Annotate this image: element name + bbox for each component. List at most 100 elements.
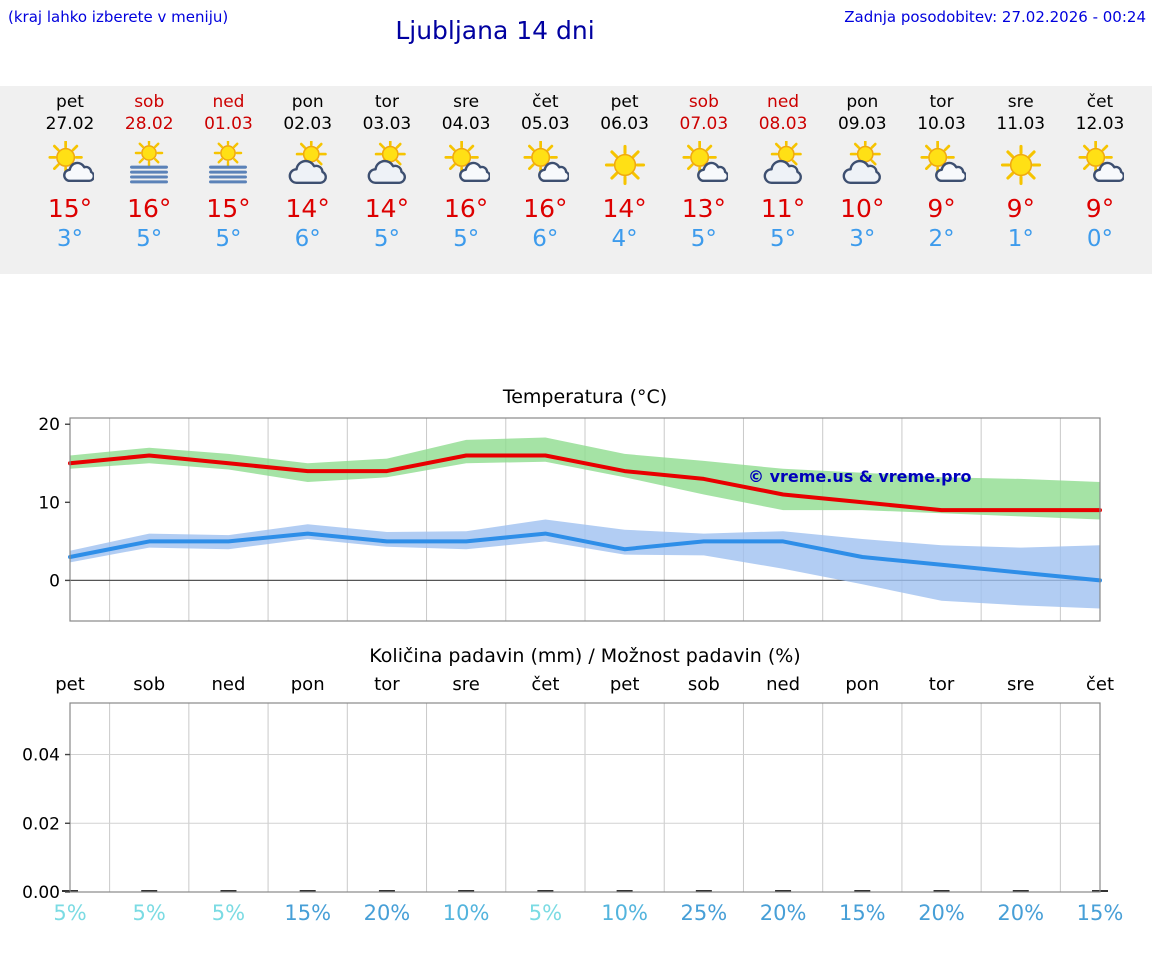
precip-day-label: pet xyxy=(609,674,640,695)
day-name: sre xyxy=(1007,92,1034,112)
precip-bar xyxy=(378,890,395,892)
high-temp: 16° xyxy=(127,194,172,223)
forecast-day: pon 02.03 14° 6° xyxy=(268,86,348,254)
forecast-day: pet 06.03 14° 4° xyxy=(585,86,665,254)
low-temp: 4° xyxy=(611,226,638,252)
day-date: 08.03 xyxy=(758,114,808,134)
day-name: ned xyxy=(767,92,800,112)
forecast-day: čet 12.03 9° 0° xyxy=(1060,86,1140,254)
precip-probability: 5% xyxy=(528,901,563,925)
sun-cloud-icon xyxy=(48,141,94,183)
precip-bar xyxy=(220,890,237,892)
high-temp: 15° xyxy=(206,194,251,223)
precip-probability: 20% xyxy=(997,901,1045,925)
precip-bar xyxy=(299,890,316,892)
high-temp: 9° xyxy=(1085,194,1115,223)
weather-icon-slot xyxy=(585,138,665,192)
precip-day-label: pon xyxy=(845,674,880,695)
cloud-sun-icon xyxy=(763,141,803,184)
sun-fog-icon xyxy=(209,141,248,184)
precip-bar xyxy=(616,890,633,892)
temperature-chart-title: Temperatura (°C) xyxy=(502,386,668,408)
weather-icon-slot xyxy=(426,138,506,192)
forecast-day: ned 01.03 15° 5° xyxy=(188,86,268,254)
precip-day-label: sob xyxy=(687,674,720,695)
temperature-chart: 0 10 20 © vreme.us & vreme.pro xyxy=(38,415,1102,622)
day-date: 27.02 xyxy=(45,114,95,134)
sun-cloud-icon xyxy=(1078,141,1124,183)
day-name: tor xyxy=(374,92,399,112)
day-date: 05.03 xyxy=(521,114,570,134)
forecast-day: sre 11.03 9° 1° xyxy=(981,86,1061,254)
sun-icon xyxy=(1000,144,1041,186)
forecast-strip: pet 27.02 15° 3° sob 28.02 16° 5° ned 01.03 15° 5° p… xyxy=(0,86,1152,274)
day-name: pon xyxy=(846,92,879,112)
precip-day-labels-row: pet sob ned pon tor sre čet pet sob ned pon tor sre č… xyxy=(0,674,1152,698)
weather-icon-slot xyxy=(1060,138,1140,192)
precip-bar xyxy=(933,890,950,892)
day-date: 02.03 xyxy=(283,114,333,134)
weather-icon-slot xyxy=(188,138,268,192)
precip-y-tick-label: 0.02 xyxy=(22,814,60,834)
menu-hint-link[interactable]: (kraj lahko izberete v meniju) xyxy=(8,8,229,26)
low-temp: 5° xyxy=(453,226,480,252)
precip-bar xyxy=(1012,890,1029,892)
low-temp: 2° xyxy=(928,226,955,252)
sun-icon xyxy=(604,144,645,186)
high-temp: 10° xyxy=(840,194,885,223)
high-temp: 15° xyxy=(47,194,93,223)
low-temp: 1° xyxy=(1007,226,1034,252)
watermark-link[interactable]: © vreme.us & vreme.pro xyxy=(748,467,971,486)
day-name: sob xyxy=(134,92,165,112)
precip-bar xyxy=(537,890,554,892)
precip-bar xyxy=(458,890,475,892)
cloud-sun-icon xyxy=(842,141,882,184)
day-name: čet xyxy=(1086,92,1114,112)
low-temp: 5° xyxy=(215,226,242,252)
sun-cloud-icon xyxy=(444,141,491,183)
high-temp: 14° xyxy=(602,194,647,223)
day-date: 06.03 xyxy=(600,114,649,134)
day-name: pon xyxy=(291,92,324,112)
low-temp: 6° xyxy=(294,226,321,252)
min_temp-line xyxy=(68,531,1102,583)
sun-fog-icon xyxy=(130,141,169,184)
low-temp: 5° xyxy=(690,226,717,252)
page-title: Ljubljana 14 dni xyxy=(395,16,595,45)
low-temp: 3° xyxy=(56,226,84,252)
precip-day-label: sre xyxy=(452,674,480,695)
high-temp: 9° xyxy=(1006,194,1035,223)
weather-icon-slot xyxy=(109,138,189,192)
last-update-timestamp: Zadnja posodobitev: 27.02.2026 - 00:24 xyxy=(844,8,1146,26)
high-temp: 9° xyxy=(927,194,956,223)
day-name: tor xyxy=(929,92,954,112)
precip-probability: 20% xyxy=(918,901,965,925)
precip-day-label: ned xyxy=(766,674,801,695)
day-date: 03.03 xyxy=(362,114,412,134)
sun-cloud-icon xyxy=(919,141,966,183)
precip-bar xyxy=(141,890,158,892)
precip-probability: 10% xyxy=(442,901,490,925)
precip-probability: 5% xyxy=(53,901,87,925)
forecast-day: tor 03.03 14° 5° xyxy=(347,86,427,254)
temp-y-tick-label: 10 xyxy=(38,493,60,513)
day-name: sre xyxy=(453,92,480,112)
low-temp: 5° xyxy=(373,226,400,252)
forecast-day: ned 08.03 11° 5° xyxy=(743,86,823,254)
day-name: sob xyxy=(688,92,719,112)
weather-icon-slot xyxy=(505,138,585,192)
precip-bar xyxy=(854,890,871,892)
weather-icon-slot xyxy=(30,138,110,192)
sun-cloud-icon xyxy=(523,141,570,183)
precip-day-label: tor xyxy=(928,674,955,695)
weather-icon-slot xyxy=(268,138,348,192)
weather-icon-slot xyxy=(902,138,982,192)
temp-y-tick-label: 20 xyxy=(38,415,60,435)
cloud-sun-icon xyxy=(367,141,406,184)
precip-y-tick-label: 0.04 xyxy=(22,746,60,766)
low-temp: 6° xyxy=(532,226,559,252)
precip-probability: 5% xyxy=(211,901,246,925)
precip-probability: 25% xyxy=(680,901,728,925)
precip-day-label: čet xyxy=(1085,674,1115,695)
weather-icon-slot xyxy=(822,138,902,192)
